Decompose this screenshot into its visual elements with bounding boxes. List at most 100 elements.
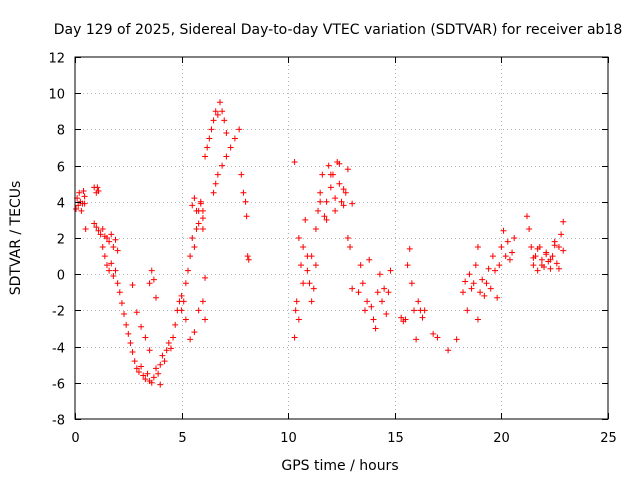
data-point <box>430 330 437 337</box>
data-point <box>127 339 134 346</box>
axis-ticks: 0 5 10 15 20 25 -8 -6 -4 -2 0 2 4 6 8 10 12 <box>48 52 616 447</box>
data-point <box>99 225 106 232</box>
data-point <box>142 376 149 383</box>
data-point <box>385 289 392 296</box>
data-point <box>114 247 121 254</box>
data-point <box>306 280 313 287</box>
data-point <box>534 245 541 252</box>
data-point <box>103 262 110 269</box>
data-point <box>383 311 390 318</box>
data-point <box>387 267 394 274</box>
x-tick-label: 0 <box>71 431 79 446</box>
data-point <box>153 365 160 372</box>
data-point <box>212 108 219 115</box>
data-point <box>372 325 379 332</box>
data-point <box>182 316 189 323</box>
data-point <box>315 207 322 214</box>
data-point <box>242 198 249 205</box>
data-point <box>240 189 247 196</box>
data-point <box>304 267 311 274</box>
data-point <box>336 160 343 167</box>
data-point <box>210 189 217 196</box>
data-point <box>370 316 377 323</box>
data-point <box>108 260 115 267</box>
data-point <box>110 244 117 251</box>
chart-title: Day 129 of 2025, Sidereal Day-to-day VTE… <box>54 22 623 38</box>
y-tick-label: -8 <box>52 414 65 429</box>
data-point <box>142 334 149 341</box>
data-point <box>498 244 505 251</box>
data-point <box>81 193 88 200</box>
x-axis-label: GPS time / hours <box>281 458 398 474</box>
data-point <box>453 336 460 343</box>
data-point <box>150 374 157 381</box>
data-point <box>349 200 356 207</box>
data-point <box>415 298 422 305</box>
data-point <box>419 314 426 321</box>
data-point <box>191 244 198 251</box>
data-point <box>361 307 368 314</box>
data-point <box>460 289 467 296</box>
data-point <box>558 231 565 238</box>
data-point <box>502 253 509 260</box>
grid <box>75 57 608 419</box>
data-point <box>140 372 147 379</box>
data-point <box>359 280 366 287</box>
data-points <box>73 99 567 388</box>
data-point <box>509 249 516 256</box>
data-point <box>191 329 198 336</box>
data-point <box>80 187 87 194</box>
data-point <box>340 186 347 193</box>
data-point <box>195 307 202 314</box>
data-point <box>332 207 339 214</box>
data-point <box>376 271 383 278</box>
data-point <box>312 262 319 269</box>
data-point <box>538 262 545 269</box>
data-point <box>219 162 226 169</box>
data-point <box>219 108 226 115</box>
data-point <box>408 280 415 287</box>
data-point <box>135 368 142 375</box>
data-point <box>193 225 200 232</box>
data-point <box>94 184 101 191</box>
data-point <box>381 285 388 292</box>
data-point <box>133 365 140 372</box>
data-point <box>500 227 507 234</box>
x-tick-label: 15 <box>387 431 404 446</box>
data-point <box>202 274 209 281</box>
data-point <box>291 158 298 165</box>
data-point <box>157 381 164 388</box>
data-point <box>153 294 160 301</box>
data-point <box>121 311 128 318</box>
data-point <box>528 244 535 251</box>
y-tick-label: 0 <box>57 269 65 284</box>
data-point <box>402 316 409 323</box>
data-point <box>300 244 307 251</box>
data-point <box>474 244 481 251</box>
data-point <box>244 253 251 260</box>
data-point <box>112 267 119 274</box>
data-point <box>182 280 189 287</box>
data-point <box>338 198 345 205</box>
data-point <box>470 280 477 287</box>
data-point <box>492 267 499 274</box>
data-point <box>204 144 211 151</box>
data-point <box>97 231 104 238</box>
data-point <box>406 245 413 252</box>
data-point <box>404 262 411 269</box>
data-point <box>332 195 339 202</box>
data-point <box>76 189 83 196</box>
data-point <box>187 253 194 260</box>
data-point <box>129 282 136 289</box>
data-point <box>344 235 351 241</box>
data-point <box>374 289 381 296</box>
data-point <box>553 260 560 267</box>
data-point <box>344 166 351 173</box>
data-point <box>187 336 194 343</box>
y-tick-label: 12 <box>48 52 65 67</box>
data-point <box>245 256 252 263</box>
data-point <box>167 345 174 352</box>
data-point <box>214 111 221 118</box>
data-point <box>534 267 541 274</box>
data-point <box>551 242 558 249</box>
